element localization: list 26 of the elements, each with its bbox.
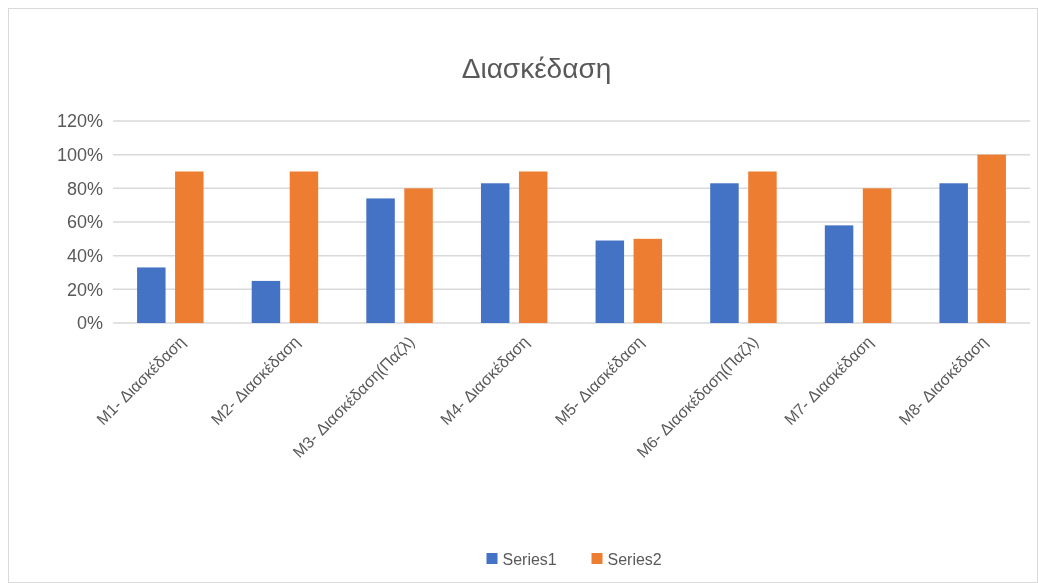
bar [175, 171, 204, 323]
bar [518, 171, 548, 323]
bar [748, 171, 777, 323]
bar [595, 240, 625, 323]
chart-title: Διασκέδαση [461, 53, 612, 84]
bar [137, 267, 166, 323]
y-tick-label: 0% [76, 313, 103, 334]
legend-label: Series2 [607, 550, 662, 568]
y-tick-label: 80% [66, 178, 103, 199]
bar [480, 183, 510, 323]
bar [977, 154, 1006, 323]
bar [710, 183, 739, 323]
y-tick-label: 20% [66, 279, 103, 300]
bar [289, 171, 319, 323]
y-tick-label: 120% [56, 111, 103, 132]
bar [404, 188, 433, 323]
y-tick-label: 60% [66, 212, 103, 233]
bar [366, 198, 395, 323]
y-tick-label: 40% [66, 245, 103, 266]
bar [251, 280, 281, 323]
legend-label: Series1 [502, 550, 557, 568]
bar [824, 225, 854, 323]
bar [633, 238, 663, 323]
bar [939, 183, 968, 323]
y-tick-label: 100% [56, 144, 103, 165]
bar [862, 188, 892, 323]
